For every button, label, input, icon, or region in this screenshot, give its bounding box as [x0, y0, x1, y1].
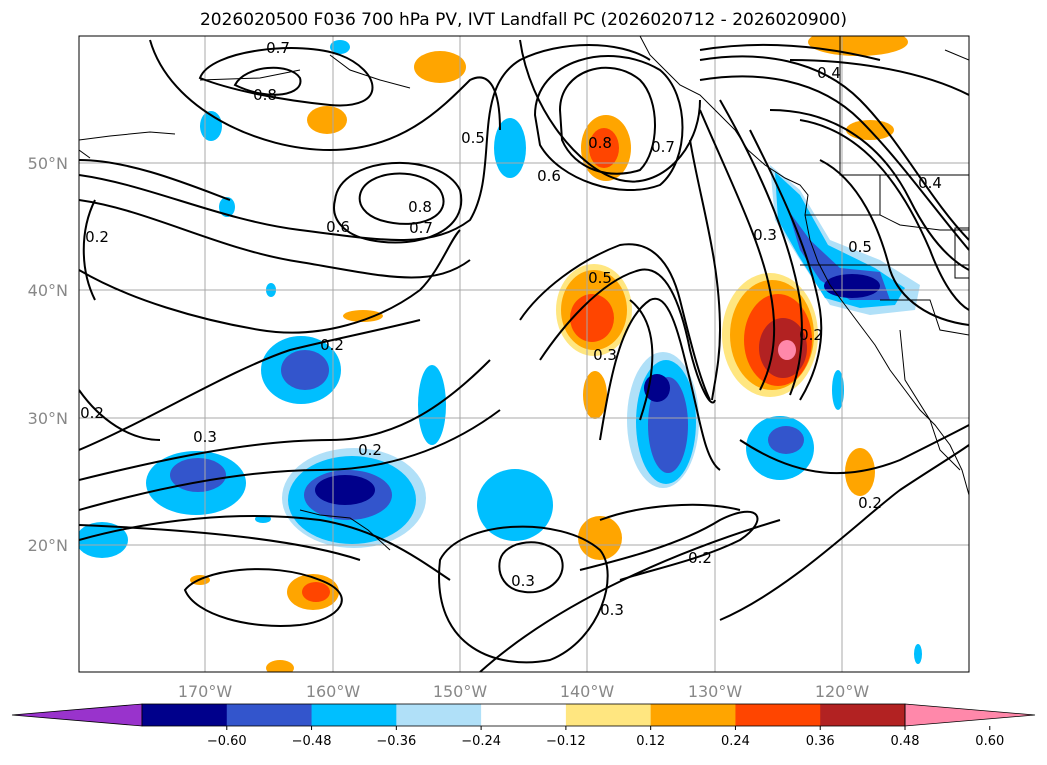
- contours: [79, 39, 969, 672]
- colorbar-tick-label: −0.12: [546, 734, 586, 749]
- lon-label: 160°W: [306, 682, 361, 701]
- colorbar-segment: [735, 704, 821, 726]
- map-frame: [78, 35, 970, 673]
- graticule: [79, 36, 969, 672]
- colorbar-segment: [481, 704, 567, 726]
- colorbar-tick-label: 0.36: [806, 734, 835, 749]
- contour-label: 0.2: [85, 228, 109, 246]
- contour-label: 0.2: [858, 494, 882, 512]
- contour-label: 0.7: [266, 39, 290, 57]
- contour-label: 0.4: [918, 174, 942, 192]
- colorbar-tick-label: −0.60: [207, 734, 247, 749]
- map-title: 2026020500 F036 700 hPa PV, IVT Landfall…: [199, 10, 847, 30]
- colorbar-tick-label: −0.24: [461, 734, 501, 749]
- lat-label: 20°N: [28, 536, 68, 555]
- contour-label: 0.4: [817, 64, 841, 82]
- lat-label: 30°N: [28, 409, 68, 428]
- colorbar-tick-label: 0.24: [721, 734, 750, 749]
- colorbar-tick-label: 0.60: [975, 734, 1004, 749]
- lon-label: 140°W: [560, 682, 615, 701]
- colorbar-tick-label: 0.48: [891, 734, 920, 749]
- colorbar-segment: [820, 704, 906, 726]
- colorbar-tick-label: −0.36: [376, 734, 416, 749]
- lon-label: 170°W: [178, 682, 233, 701]
- contour-label: 0.6: [537, 167, 561, 185]
- colorbar-tick-label: 0.12: [636, 734, 665, 749]
- colorbar-segment: [650, 704, 736, 726]
- pv-shading: [79, 36, 922, 672]
- colorbar-segment: [565, 704, 652, 726]
- contour-label: 0.3: [593, 346, 617, 364]
- contour-label: 0.2: [799, 326, 823, 344]
- contour-label: 0.2: [80, 404, 104, 422]
- contour-label: 0.8: [408, 198, 432, 216]
- lon-label: 130°W: [688, 682, 743, 701]
- lon-label: 150°W: [433, 682, 488, 701]
- colorbar-extension-low: [11, 703, 143, 727]
- contour-label: 0.2: [358, 441, 382, 459]
- contour-label: 0.8: [588, 134, 612, 152]
- contour-label: 0.5: [588, 269, 612, 287]
- lat-label: 50°N: [28, 154, 68, 173]
- contour-label: 0.7: [409, 219, 433, 237]
- contour-labels: 0.7 0.8 0.5 0.8 0.7 0.4 0.6 0.8 0.6 0.7 …: [80, 39, 942, 619]
- contour-label: 0.3: [600, 601, 624, 619]
- latitude-labels: 50°N 40°N 30°N 20°N: [28, 154, 68, 555]
- longitude-labels: 170°W 160°W 150°W 140°W 130°W 120°W: [178, 682, 870, 701]
- colorbar-tick-label: −0.48: [292, 734, 332, 749]
- contour-label: 0.7: [651, 138, 675, 156]
- colorbar-frame: [141, 703, 906, 727]
- contour-label: 0.2: [320, 336, 344, 354]
- contour-label: 0.6: [326, 218, 350, 236]
- contour-label: 0.2: [688, 549, 712, 567]
- colorbar: −0.60 −0.48 −0.36 −0.24 −0.12 0.12 0.24 0.36 0.4…: [11, 703, 1036, 749]
- contour-label: 0.3: [193, 428, 217, 446]
- colorbar-segment: [396, 704, 482, 726]
- contour-label: 0.8: [253, 86, 277, 104]
- contour-label: 0.3: [753, 226, 777, 244]
- colorbar-segment: [142, 704, 228, 726]
- lon-label: 120°W: [815, 682, 870, 701]
- colorbar-segment: [311, 704, 397, 726]
- contour-label: 0.5: [461, 129, 485, 147]
- colorbar-segment: [226, 704, 313, 726]
- contour-label: 0.3: [511, 572, 535, 590]
- lat-label: 40°N: [28, 281, 68, 300]
- colorbar-extension-high: [904, 703, 1036, 727]
- contour-label: 0.5: [848, 238, 872, 256]
